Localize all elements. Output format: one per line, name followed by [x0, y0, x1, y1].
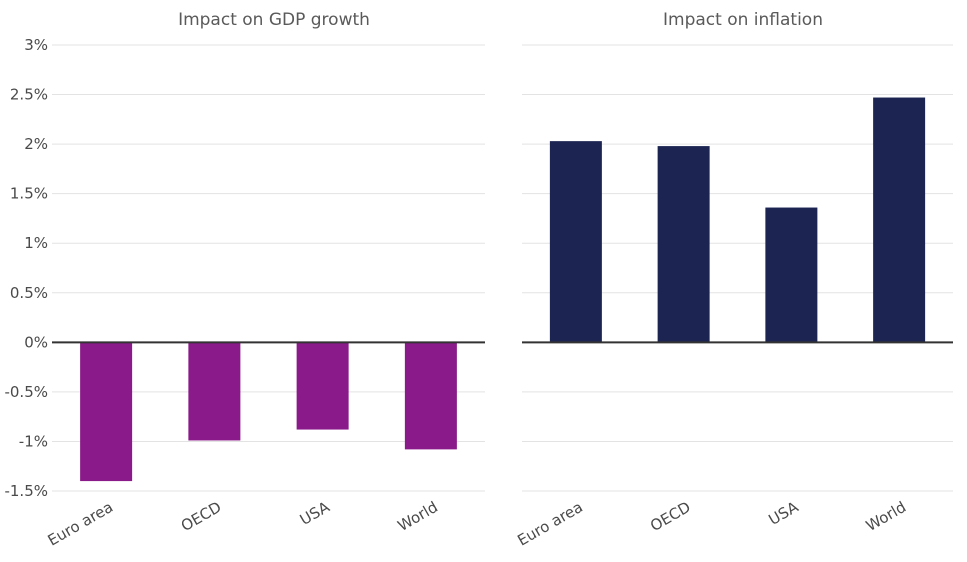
x-tick-label: Euro area	[45, 498, 117, 550]
x-tick-label: USA	[297, 498, 334, 529]
y-tick-label: 3%	[24, 36, 48, 54]
x-tick-label: Euro area	[514, 498, 586, 550]
inflation-bar-oecd	[657, 146, 710, 343]
inflation-bar-euro-area	[549, 141, 602, 343]
gdp-growth-bar-oecd	[188, 342, 241, 441]
inflation-bar-usa	[765, 207, 818, 343]
x-tick-label: World	[395, 498, 441, 535]
inflation-panel: Impact on inflation Euro area OECD USA World	[514, 10, 953, 550]
x-tick-label: World	[863, 498, 909, 535]
inflation-bar-world	[873, 97, 926, 343]
inflation-chart-title: Impact on inflation	[663, 10, 823, 30]
y-tick-label: 0%	[24, 333, 48, 351]
y-tick-label: -1.5%	[4, 482, 48, 500]
x-tick-label: OECD	[647, 498, 694, 535]
y-tick-label: 1.5%	[10, 185, 48, 203]
y-tick-label: 2.5%	[10, 86, 48, 104]
gdp-growth-bar-usa	[296, 342, 349, 430]
gdp-growth-bar-euro-area	[80, 342, 133, 482]
x-tick-label: USA	[765, 498, 802, 529]
x-tick-label: OECD	[178, 498, 225, 535]
gdp-growth-bar-world	[404, 342, 457, 450]
y-tick-label: 0.5%	[10, 284, 48, 302]
gdp-growth-panel: Impact on GDP growth 3% 2.5% 2% 1.5% 1% 0.5% 0%…	[4, 10, 485, 550]
y-tick-label: 2%	[24, 135, 48, 153]
y-tick-label: 1%	[24, 234, 48, 252]
y-tick-label: -1%	[19, 432, 48, 450]
y-tick-label: -0.5%	[4, 383, 48, 401]
gdp-growth-chart-title: Impact on GDP growth	[178, 10, 370, 30]
